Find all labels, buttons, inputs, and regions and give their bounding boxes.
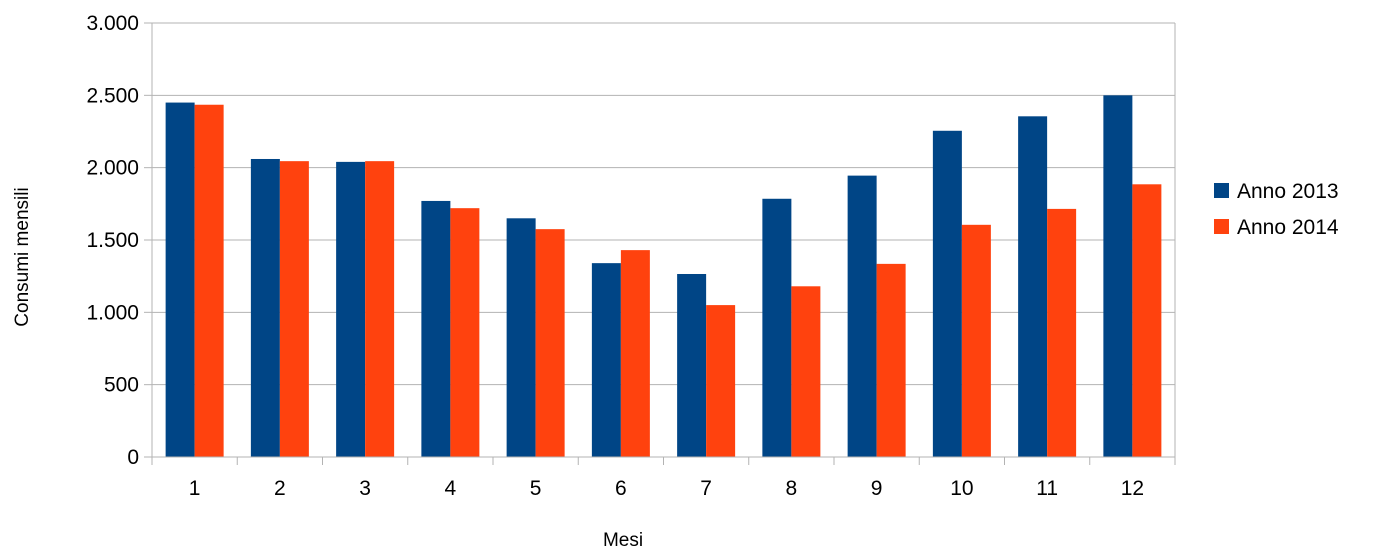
bar-series2-cat12 bbox=[1132, 184, 1162, 457]
y-tick-labels: 0 500 1.000 1.500 2.000 2.500 3.000 bbox=[86, 12, 139, 469]
bar-series1-cat1 bbox=[165, 102, 195, 458]
y-tick-label: 2.000 bbox=[86, 157, 139, 180]
legend: Anno 2013 Anno 2014 bbox=[1214, 180, 1339, 239]
bar-series1-cat7 bbox=[677, 273, 707, 457]
bar-series1-cat6 bbox=[591, 263, 621, 457]
bar-series1-cat10 bbox=[932, 130, 962, 457]
legend-swatch bbox=[1214, 183, 1229, 198]
bar-series2-cat4 bbox=[450, 208, 480, 457]
bar-series1-cat3 bbox=[336, 161, 366, 457]
bar-series1-cat9 bbox=[847, 175, 877, 457]
legend-swatch bbox=[1214, 219, 1229, 234]
x-tick-label: 4 bbox=[445, 477, 457, 500]
x-tick-label: 2 bbox=[274, 477, 286, 500]
x-tick-label: 12 bbox=[1121, 477, 1144, 500]
bar-series1-cat4 bbox=[421, 200, 451, 457]
y-tick-label: 3.000 bbox=[86, 12, 139, 35]
bar-series1-cat11 bbox=[1018, 116, 1048, 457]
bar-series2-cat2 bbox=[279, 161, 309, 457]
bar-series2-cat7 bbox=[706, 305, 736, 457]
axes bbox=[144, 22, 1176, 465]
bar-series2-cat9 bbox=[876, 263, 906, 457]
bar-series2-cat11 bbox=[1047, 208, 1077, 457]
gridlines bbox=[152, 22, 1176, 457]
bars bbox=[165, 95, 1162, 458]
y-tick-label: 500 bbox=[104, 374, 139, 397]
legend-label: Anno 2013 bbox=[1237, 180, 1339, 203]
bar-series1-cat12 bbox=[1103, 95, 1133, 457]
bar-series2-cat3 bbox=[365, 161, 395, 457]
legend-label: Anno 2014 bbox=[1237, 216, 1339, 239]
bar-series1-cat2 bbox=[250, 158, 280, 457]
y-tick-label: 0 bbox=[127, 446, 139, 469]
bar-series2-cat10 bbox=[961, 224, 991, 457]
x-tick-label: 10 bbox=[950, 477, 973, 500]
x-tick-label: 6 bbox=[615, 477, 627, 500]
x-axis-title: Mesi bbox=[603, 530, 643, 551]
x-tick-label: 3 bbox=[359, 477, 371, 500]
y-tick-label: 2.500 bbox=[86, 84, 139, 107]
bar-series2-cat6 bbox=[620, 250, 650, 457]
x-tick-labels: 1 2 3 4 5 6 7 8 9 10 11 12 bbox=[189, 477, 1144, 500]
x-tick-label: 9 bbox=[871, 477, 883, 500]
x-tick-label: 11 bbox=[1036, 477, 1058, 500]
x-tick-label: 5 bbox=[530, 477, 542, 500]
x-tick-label: 1 bbox=[189, 477, 201, 500]
x-tick-label: 8 bbox=[786, 477, 798, 500]
x-tick-label: 7 bbox=[700, 477, 712, 500]
y-tick-label: 1.500 bbox=[86, 229, 139, 252]
y-tick-label: 1.000 bbox=[86, 301, 139, 324]
y-axis-title: Consumi mensili bbox=[12, 187, 33, 326]
bar-series1-cat8 bbox=[762, 198, 792, 457]
bar-series1-cat5 bbox=[506, 218, 536, 457]
bar-series2-cat5 bbox=[535, 229, 565, 457]
bar-series2-cat8 bbox=[791, 286, 821, 457]
bar-series2-cat1 bbox=[194, 104, 224, 457]
